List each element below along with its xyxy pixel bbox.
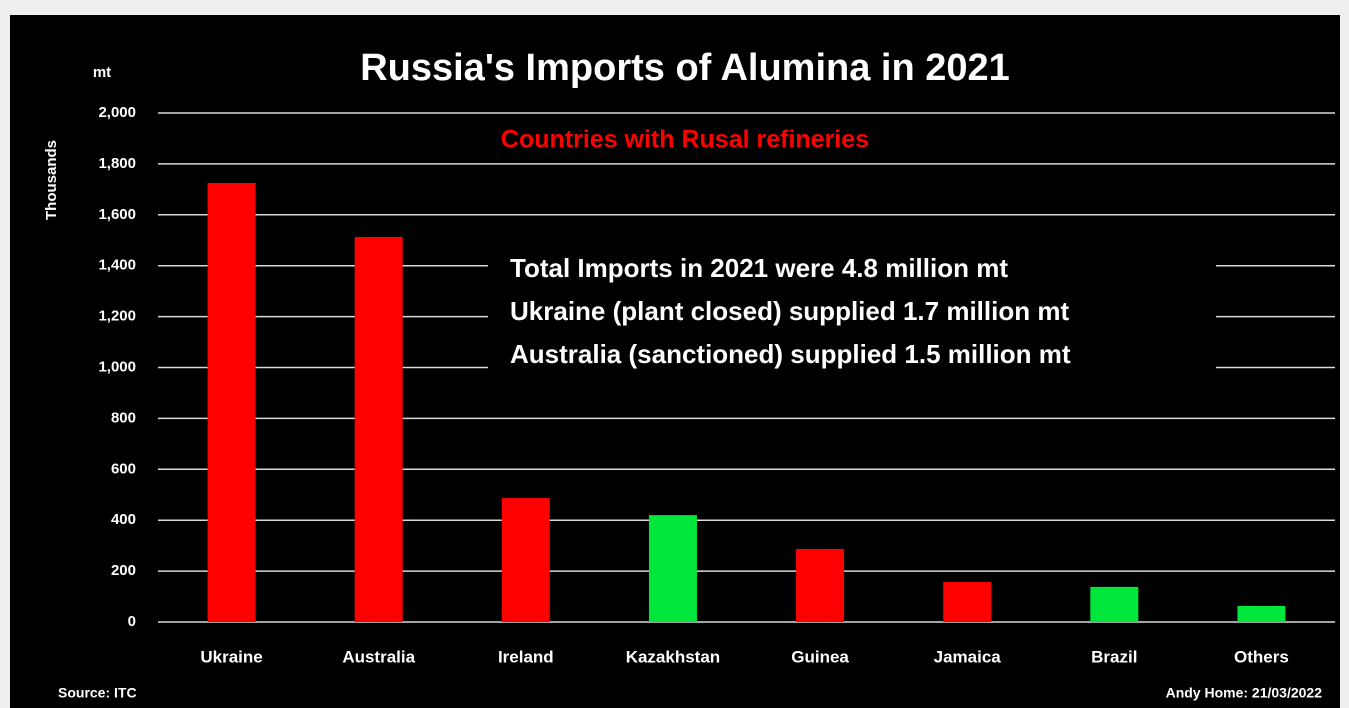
- unit-label: mt: [93, 64, 111, 81]
- bar: [796, 548, 845, 622]
- x-tick-label: Jamaica: [934, 647, 1002, 666]
- y-tick-label: 1,400: [98, 257, 136, 274]
- bar: [1090, 586, 1139, 622]
- bar: [943, 582, 992, 622]
- chart-subtitle: Countries with Rusal refineries: [501, 126, 869, 154]
- annotation: Australia (sanctioned) supplied 1.5 mill…: [510, 339, 1071, 369]
- annotation-box: [488, 248, 1216, 378]
- chart-title: Russia's Imports of Alumina in 2021: [360, 47, 1010, 89]
- x-tick-label: Ukraine: [200, 647, 262, 666]
- annotation: Ukraine (plant closed) supplied 1.7 mill…: [510, 296, 1069, 326]
- bar: [207, 182, 256, 623]
- bar: [501, 498, 550, 622]
- credit: Andy Home: 21/03/2022: [1166, 685, 1323, 701]
- y-axis-label: Thousands: [43, 140, 60, 220]
- x-tick-label: Others: [1234, 647, 1289, 666]
- y-tick-label: 1,200: [98, 308, 136, 325]
- y-tick-label: 1,000: [98, 358, 136, 375]
- y-tick-label: 1,600: [98, 206, 136, 223]
- bar: [354, 236, 403, 622]
- bar: [1237, 605, 1286, 622]
- y-tick-label: 2,000: [98, 104, 136, 121]
- y-tick-label: 1,800: [98, 155, 136, 172]
- annotation: Total Imports in 2021 were 4.8 million m…: [510, 253, 1008, 283]
- y-tick-label: 0: [128, 613, 136, 630]
- x-tick-label: Brazil: [1091, 647, 1137, 666]
- y-tick-label: 800: [111, 409, 136, 426]
- x-tick-label: Australia: [342, 647, 415, 666]
- y-tick-label: 400: [111, 511, 136, 528]
- y-tick-label: 600: [111, 460, 136, 477]
- x-tick-label: Ireland: [498, 647, 554, 666]
- x-tick-label: Kazakhstan: [626, 647, 720, 666]
- bar: [648, 515, 697, 622]
- y-tick-label: 200: [111, 562, 136, 579]
- x-tick-label: Guinea: [791, 647, 849, 666]
- source: Source: ITC: [58, 685, 137, 701]
